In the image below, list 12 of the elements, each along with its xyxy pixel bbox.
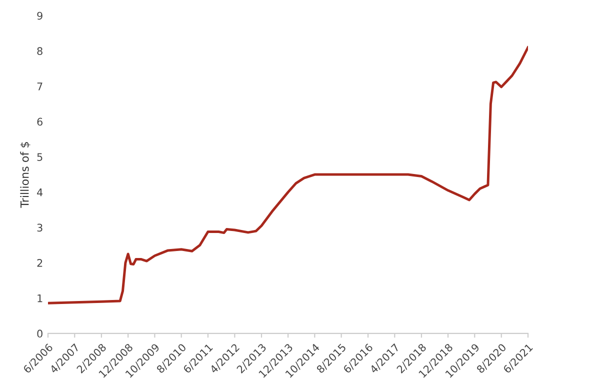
y-tick-label: 5 bbox=[37, 153, 42, 161]
y-tick-label: 7 bbox=[37, 82, 42, 90]
y-tick-label: 1 bbox=[38, 294, 42, 302]
y-tick-label: 0 bbox=[37, 330, 42, 338]
y-tick-label: 4 bbox=[37, 188, 43, 196]
y-tick-label: 8 bbox=[37, 47, 42, 56]
line-series bbox=[48, 46, 528, 304]
y-tick-label: 2 bbox=[37, 259, 42, 267]
y-axis-title: Trillions of $ bbox=[20, 142, 30, 208]
y-tick-label: 3 bbox=[37, 224, 42, 232]
y-tick-label: 9 bbox=[37, 12, 42, 20]
y-tick-label: 6 bbox=[37, 118, 42, 126]
